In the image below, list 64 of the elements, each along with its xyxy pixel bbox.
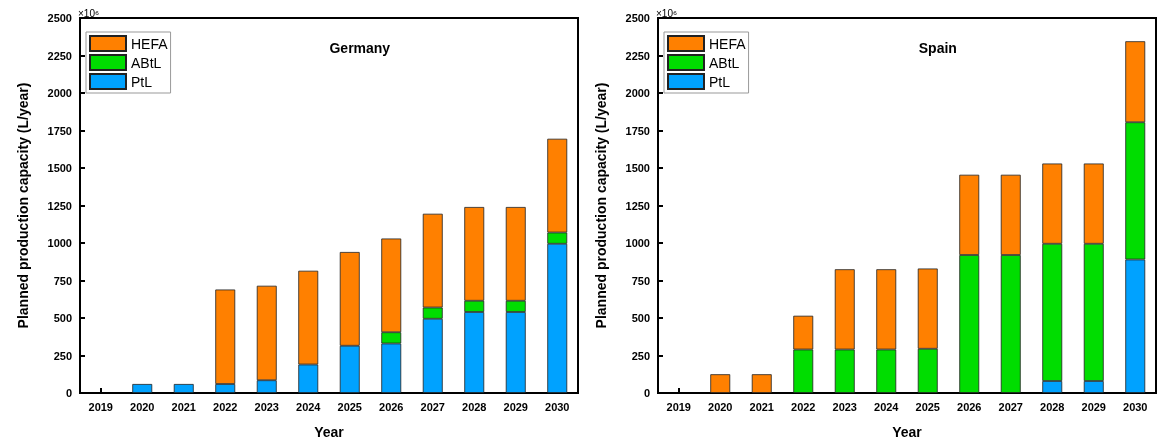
- bar: [751, 374, 772, 393]
- y-tick-label: 2250: [625, 49, 650, 62]
- y-axis-title: Planned production capacity (L/year): [593, 82, 609, 329]
- y-tick-label: 1250: [625, 199, 650, 212]
- y-tick-label: 750: [631, 274, 650, 287]
- x-tick-label: 2020: [130, 400, 155, 413]
- x-tick-label: 2030: [1123, 400, 1148, 413]
- y-tick-label: 1250: [47, 199, 72, 212]
- y-tick-label: 1500: [625, 162, 650, 174]
- legend-label: HEFA: [709, 35, 747, 52]
- y-tick-label: 1500: [47, 162, 72, 174]
- y-tick-label: 1750: [47, 124, 72, 137]
- y-tick-label: 250: [53, 349, 72, 362]
- annotation: ×10⁶: [78, 7, 100, 19]
- y-tick-label: 250: [631, 349, 650, 362]
- y-tick-label: 1750: [625, 124, 650, 137]
- legend-label: PtL: [709, 73, 731, 90]
- x-tick-label: 2024: [874, 400, 900, 413]
- x-axis-title: Year: [314, 424, 345, 440]
- bar: [173, 384, 194, 393]
- x-tick-label: 2019: [88, 400, 113, 413]
- x-tick-label: 2019: [666, 400, 691, 413]
- x-axis-title: Year: [892, 424, 923, 440]
- x-tick-label: 2025: [915, 400, 940, 413]
- bar: [132, 384, 153, 393]
- y-tick-label: 0: [65, 387, 72, 399]
- annotation: ×10⁶: [656, 7, 678, 19]
- y-tick-label: 2250: [47, 49, 72, 62]
- x-tick-label: 2022: [213, 400, 238, 413]
- legend-label: ABtL: [709, 54, 740, 71]
- x-tick-label: 2029: [503, 400, 528, 413]
- x-tick-label: 2021: [171, 400, 196, 413]
- x-tick-label: 2028: [1040, 400, 1065, 413]
- x-tick-label: 2020: [708, 400, 733, 413]
- y-tick-label: 0: [643, 387, 650, 399]
- y-tick-label: 500: [53, 312, 72, 324]
- y-tick-label: 750: [53, 274, 72, 287]
- x-tick-label: 2029: [1081, 400, 1106, 413]
- legend-label: HEFA: [131, 35, 169, 52]
- y-tick-label: 2000: [625, 87, 650, 99]
- text: Spain: [918, 40, 957, 56]
- y-tick-label: 2500: [47, 12, 72, 24]
- x-tick-label: 2030: [545, 400, 570, 413]
- x-tick-label: 2023: [832, 400, 857, 413]
- y-tick-label: 1000: [625, 237, 650, 249]
- bar: [710, 374, 731, 393]
- x-tick-label: 2025: [337, 400, 362, 413]
- y-axis-title: Planned production capacity (L/year): [15, 82, 31, 329]
- x-tick-label: 2022: [791, 400, 816, 413]
- x-tick-label: 2026: [379, 400, 404, 413]
- y-tick-label: 1000: [47, 237, 72, 249]
- x-tick-label: 2021: [749, 400, 774, 413]
- x-tick-label: 2026: [957, 400, 982, 413]
- y-tick-label: 500: [631, 312, 650, 324]
- x-tick-label: 2023: [254, 400, 279, 413]
- y-tick-label: 2500: [625, 12, 650, 24]
- x-tick-label: 2028: [462, 400, 487, 413]
- x-tick-label: 2027: [998, 400, 1023, 413]
- x-tick-label: 2024: [296, 400, 322, 413]
- legend-label: PtL: [131, 73, 153, 90]
- y-tick-label: 2000: [47, 87, 72, 99]
- legend-label: ABtL: [131, 54, 162, 71]
- text: Germany: [329, 40, 391, 56]
- x-tick-label: 2027: [420, 400, 445, 413]
